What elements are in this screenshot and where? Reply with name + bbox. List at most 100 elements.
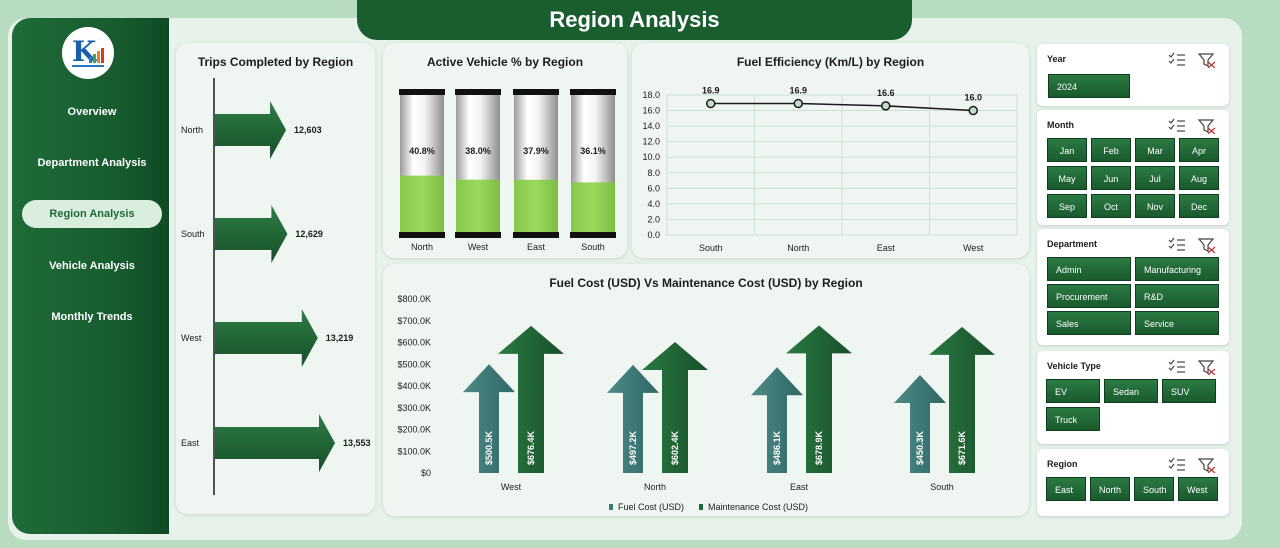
eff-category-label: North	[787, 243, 809, 253]
vehicle-type-option-sedan[interactable]: Sedan	[1104, 379, 1158, 403]
month-option-oct[interactable]: Oct	[1091, 194, 1131, 218]
active-cap-top	[455, 89, 501, 95]
month-option-may[interactable]: May	[1047, 166, 1087, 190]
month-option-apr[interactable]: Apr	[1179, 138, 1219, 162]
active-value-label: 38.0%	[465, 146, 491, 156]
month-option-jul[interactable]: Jul	[1135, 166, 1175, 190]
cost-category-label: East	[790, 482, 809, 492]
active-fill-west	[456, 179, 500, 234]
multi-select-icon[interactable]	[1168, 237, 1185, 251]
eff-y-tick: 14.0	[642, 121, 660, 131]
trips-value-label: 12,629	[295, 229, 323, 239]
active-cap-top	[570, 89, 616, 95]
month-option-aug[interactable]: Aug	[1179, 166, 1219, 190]
clear-filter-icon[interactable]	[1197, 360, 1216, 375]
active-fill-east	[514, 179, 558, 234]
cost-value-label: $486.1K	[772, 430, 782, 465]
region-option-south[interactable]: South	[1134, 477, 1174, 501]
trips-arrow-east	[215, 414, 335, 472]
department-option-admin[interactable]: Admin	[1047, 257, 1131, 281]
eff-point-north	[793, 98, 803, 109]
slicer-header-icons	[1168, 237, 1216, 253]
month-option-jan[interactable]: Jan	[1047, 138, 1087, 162]
legend-swatch-maintenance	[699, 504, 703, 510]
cost-arrow-east-maintenance	[786, 325, 852, 473]
cost-y-tick: $800.0K	[397, 294, 431, 304]
sidebar-item-department-analysis[interactable]: Department Analysis	[37, 157, 147, 169]
eff-y-tick: 18.0	[642, 90, 660, 100]
eff-y-tick: 2.0	[647, 214, 660, 224]
page-title: Region Analysis	[357, 0, 912, 40]
year-option-2024[interactable]: 2024	[1048, 74, 1130, 98]
department-option-sales[interactable]: Sales	[1047, 311, 1131, 335]
cost-y-tick: $700.0K	[397, 316, 431, 326]
cost-category-label: North	[644, 482, 666, 492]
department-slicer-title: Department	[1047, 239, 1098, 249]
region-option-west[interactable]: West	[1178, 477, 1218, 501]
multi-select-icon[interactable]	[1168, 52, 1185, 66]
clear-filter-icon[interactable]	[1197, 119, 1216, 134]
eff-point-west	[968, 105, 978, 116]
active-category-label: South	[581, 242, 605, 252]
trips-arrow-south	[215, 205, 288, 263]
trips-arrow-west	[215, 309, 318, 367]
month-option-sep[interactable]: Sep	[1047, 194, 1087, 218]
legend-label-maintenance: Maintenance Cost (USD)	[708, 502, 808, 512]
fuel-efficiency-chart-card: Fuel Efficiency (Km/L) by Region 0.0 2.0 4…	[632, 43, 1029, 258]
clear-filter-icon[interactable]	[1197, 458, 1216, 473]
active-cap-top	[399, 89, 445, 95]
vehicle-type-slicer-title: Vehicle Type	[1047, 361, 1101, 371]
eff-category-label: South	[699, 243, 723, 253]
month-option-feb[interactable]: Feb	[1091, 138, 1131, 162]
month-option-nov[interactable]: Nov	[1135, 194, 1175, 218]
trips-category-label: North	[181, 125, 203, 135]
cost-chart: $0 $100.0K $200.0K $300.0K $400.0K $500.0K $60…	[397, 294, 995, 512]
slicer-header-icons	[1168, 52, 1216, 68]
eff-value-label: 16.9	[789, 86, 807, 96]
trips-value-label: 12,603	[294, 125, 322, 135]
cost-arrow-north-fuel	[607, 364, 659, 473]
clear-filter-icon[interactable]	[1197, 238, 1216, 253]
sidebar-item-monthly-trends[interactable]: Monthly Trends	[51, 311, 133, 323]
department-option-r-d[interactable]: R&D	[1135, 284, 1219, 308]
vehicle-type-option-truck[interactable]: Truck	[1046, 407, 1100, 431]
company-logo: K	[62, 27, 114, 79]
fuel-efficiency-chart-title: Fuel Efficiency (Km/L) by Region	[736, 55, 925, 69]
multi-select-icon[interactable]	[1168, 359, 1185, 373]
eff-value-label: 16.0	[964, 93, 982, 103]
cost-y-tick: $200.0K	[397, 425, 431, 435]
region-option-east[interactable]: East	[1046, 477, 1086, 501]
sidebar-item-overview[interactable]: Overview	[67, 106, 117, 118]
vehicle-type-option-ev[interactable]: EV	[1046, 379, 1100, 403]
cost-value-label: $497.2K	[628, 430, 638, 465]
region-slicer: Region East North South West	[1037, 449, 1229, 516]
eff-category-label: West	[963, 243, 984, 253]
multi-select-icon[interactable]	[1168, 118, 1185, 132]
multi-select-icon[interactable]	[1168, 457, 1185, 471]
month-option-mar[interactable]: Mar	[1135, 138, 1175, 162]
slicer-header-icons	[1168, 118, 1216, 134]
trips-arrow-north	[215, 101, 287, 159]
cost-category-label: West	[501, 482, 522, 492]
sidebar-item-vehicle-analysis[interactable]: Vehicle Analysis	[49, 260, 135, 272]
vehicle-type-slicer: Vehicle Type EV Sedan SUV Truck	[1037, 351, 1229, 444]
department-option-procurement[interactable]: Procurement	[1047, 284, 1131, 308]
cost-value-label: $450.3K	[915, 430, 925, 465]
sidebar-item-region-analysis[interactable]: Region Analysis	[22, 200, 162, 228]
month-option-jun[interactable]: Jun	[1091, 166, 1131, 190]
vehicle-type-option-suv[interactable]: SUV	[1162, 379, 1216, 403]
eff-line	[710, 102, 974, 112]
cost-y-tick: $0	[421, 468, 431, 478]
trips-chart: North 12,603 South 12,629 West 13,219 East 13,5…	[181, 78, 371, 495]
clear-filter-icon[interactable]	[1197, 53, 1216, 68]
legend-label-fuel: Fuel Cost (USD)	[618, 502, 684, 512]
department-option-manufacturing[interactable]: Manufacturing	[1135, 257, 1219, 281]
department-option-service[interactable]: Service	[1135, 311, 1219, 335]
trips-chart-title: Trips Completed by Region	[197, 55, 354, 69]
region-option-north[interactable]: North	[1090, 477, 1130, 501]
cost-arrow-south-maintenance	[929, 326, 995, 473]
cost-value-label: $671.6K	[957, 430, 967, 465]
month-option-dec[interactable]: Dec	[1179, 194, 1219, 218]
month-slicer: Month Jan Feb Mar Apr May Jun Jul Aug Sep Oct Nov De…	[1037, 110, 1229, 225]
cost-value-label: $678.9K	[814, 430, 824, 465]
